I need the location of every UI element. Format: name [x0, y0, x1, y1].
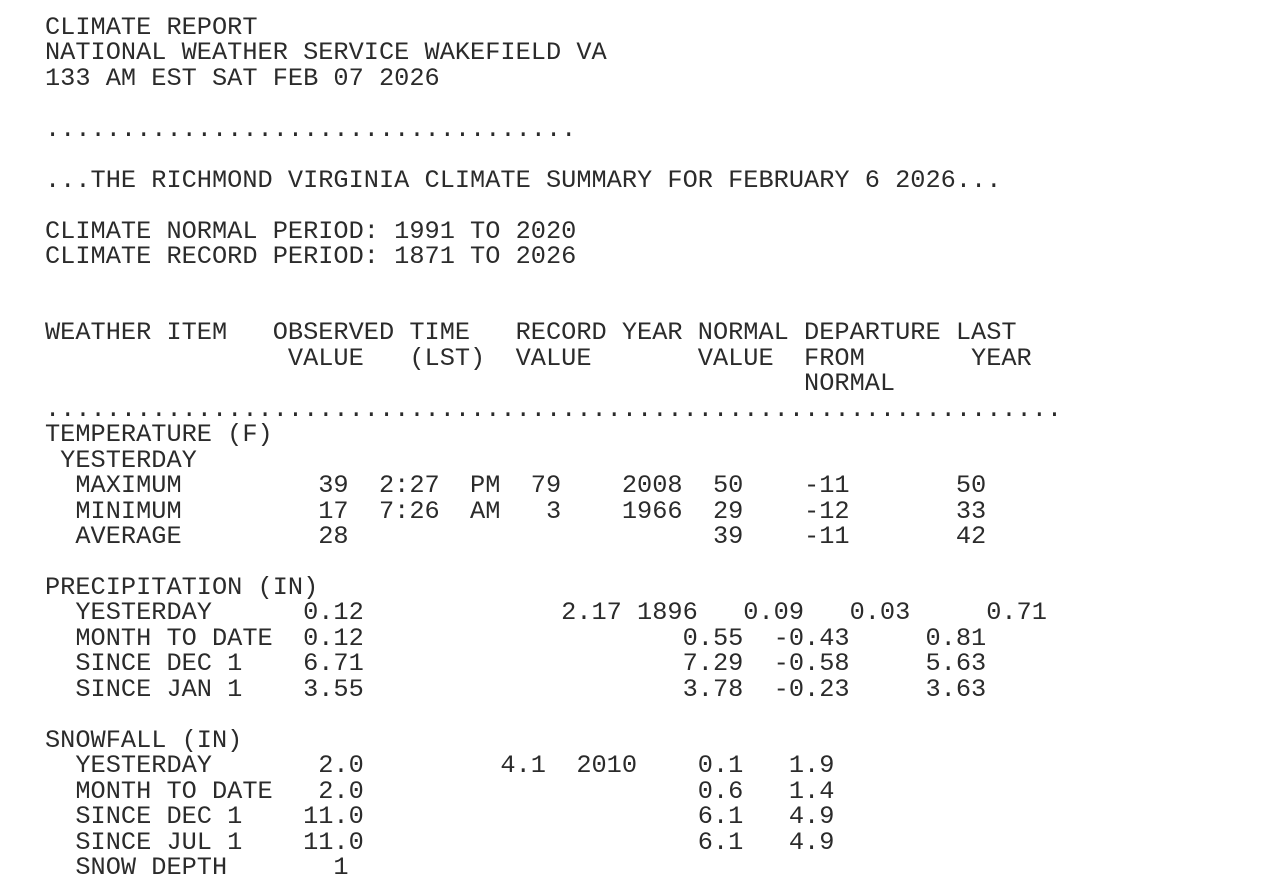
report-temperature-section: TEMPERATURE (F) YESTERDAY MAXIMUM 39 2:2… — [45, 420, 987, 552]
report-climate-periods: CLIMATE NORMAL PERIOD: 1991 TO 2020 CLIM… — [45, 216, 577, 272]
report-separator-dots: ................................... — [45, 114, 577, 144]
report-masthead: CLIMATE REPORT NATIONAL WEATHER SERVICE … — [45, 13, 607, 93]
report-precipitation-section: PRECIPITATION (IN) YESTERDAY 0.12 2.17 1… — [45, 572, 1047, 704]
report-table-header: WEATHER ITEM OBSERVED TIME RECORD YEAR N… — [45, 318, 1063, 424]
report-headline: ...THE RICHMOND VIRGINIA CLIMATE SUMMARY… — [45, 165, 1002, 195]
report-snowfall-section: SNOWFALL (IN) YESTERDAY 2.0 4.1 2010 0.1… — [45, 725, 835, 882]
